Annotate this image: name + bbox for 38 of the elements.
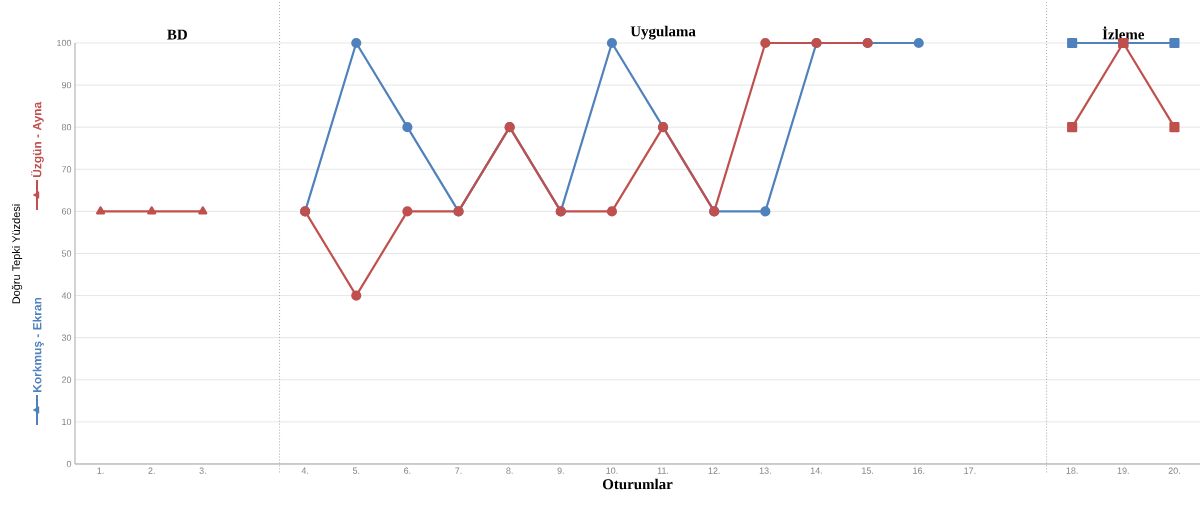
- x-tick-label: 17.: [964, 467, 976, 474]
- y-tick-label: 40: [61, 292, 72, 299]
- y-tick-label: 80: [61, 124, 72, 131]
- x-tick-label: 2.: [148, 467, 155, 474]
- x-tick-label: 9.: [557, 467, 564, 474]
- y-tick-label: 90: [61, 81, 72, 89]
- y-tick-label: 50: [61, 250, 72, 257]
- x-tick-label: 11.: [657, 467, 669, 474]
- y-tick-label: 20: [61, 376, 72, 383]
- x-tick-label: 14.: [810, 467, 822, 474]
- x-tick-label: 5.: [352, 467, 360, 474]
- x-tick-label: 20.: [1168, 467, 1180, 474]
- x-tick-label: 3.: [199, 467, 206, 474]
- y-tick-label: 10: [62, 418, 72, 426]
- x-tick-label: 18.: [1066, 467, 1078, 474]
- text: Korkmuş - Ekran: [32, 297, 44, 392]
- x-tick-label: 4.: [301, 467, 309, 474]
- text: Üzgün - Ayna: [31, 101, 44, 178]
- x-tick-label: 16.: [913, 467, 925, 474]
- y-axis-title: Doğru Tepki Yüzdesi: [11, 204, 23, 304]
- x-tick-label: 6.: [404, 467, 411, 474]
- y-tick-label: 100: [57, 39, 72, 47]
- y-tick-label: 70: [61, 166, 72, 173]
- x-tick-label: 1.: [97, 467, 104, 474]
- x-tick-label: 13.: [759, 467, 771, 474]
- y-tick-label: 30: [61, 334, 72, 341]
- x-tick-label: 19.: [1117, 467, 1129, 474]
- x-tick-label: 10.: [606, 467, 618, 474]
- text: Uygulama: [630, 25, 696, 40]
- y-tick-label: 0: [66, 460, 72, 468]
- y-tick-label: 60: [61, 208, 72, 215]
- x-tick-label: 7.: [455, 467, 462, 474]
- x-tick-label: 8.: [506, 467, 513, 474]
- x-tick-label: 12.: [708, 467, 720, 474]
- text: İzleme: [1102, 26, 1145, 40]
- x-axis-title: Oturumlar: [602, 478, 673, 490]
- text: BD: [167, 29, 187, 40]
- x-tick-label: 15.: [862, 467, 874, 474]
